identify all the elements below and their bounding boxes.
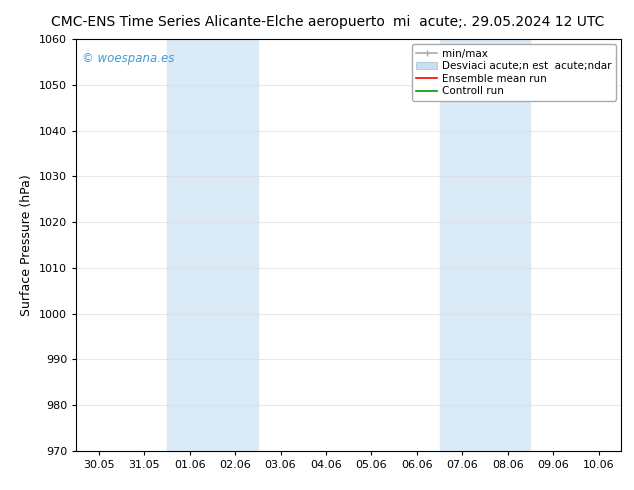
Text: mi  acute;. 29.05.2024 12 UTC: mi acute;. 29.05.2024 12 UTC (393, 15, 604, 29)
Text: CMC-ENS Time Series Alicante-Elche aeropuerto: CMC-ENS Time Series Alicante-Elche aerop… (51, 15, 385, 29)
Y-axis label: Surface Pressure (hPa): Surface Pressure (hPa) (20, 174, 34, 316)
Bar (167, 39, 258, 451)
Bar (439, 39, 531, 451)
Legend: min/max, Desviaci acute;n est  acute;ndar, Ensemble mean run, Controll run: min/max, Desviaci acute;n est acute;ndar… (412, 45, 616, 100)
Text: © woespana.es: © woespana.es (82, 51, 174, 65)
